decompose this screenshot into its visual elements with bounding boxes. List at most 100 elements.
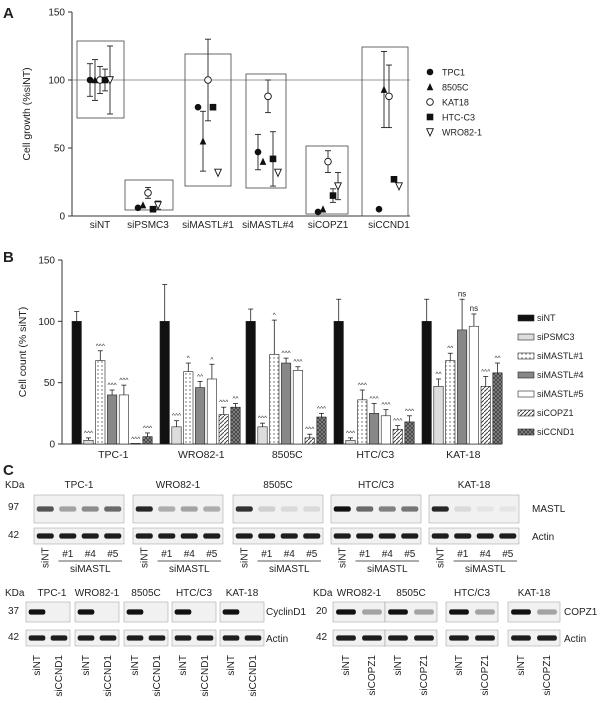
data-point <box>314 208 322 216</box>
actin-blot-membrane <box>171 629 217 647</box>
actin-blot-band <box>401 533 419 539</box>
significance-label: ^ <box>187 355 191 362</box>
lane-label: #1 <box>62 549 74 560</box>
x-tick-label: siMASTL#1 <box>182 220 234 231</box>
cell-line-label: KAT-18 <box>226 588 259 599</box>
actin-blot-band <box>135 533 153 539</box>
lane-label: siCOPZ1 <box>480 655 491 696</box>
bar <box>421 321 432 445</box>
actin-blot-band <box>378 533 396 539</box>
x-tick-label: WRO82-1 <box>178 449 225 461</box>
panel-label-b: B <box>3 249 14 266</box>
legend-label: siCCND1 <box>537 427 575 437</box>
cell-line-label: KAT-18 <box>518 588 551 599</box>
protein-label: COPZ1 <box>564 607 598 618</box>
data-point <box>324 157 332 166</box>
data-point <box>394 182 404 192</box>
bar <box>269 354 280 445</box>
bar <box>316 416 327 445</box>
significance-label: ^^^ <box>293 359 303 366</box>
mastl-blot-band <box>36 506 54 512</box>
copz1-blot-band <box>449 609 469 615</box>
legend-swatch <box>517 352 535 360</box>
cell-line-label: HTC/C3 <box>176 588 213 599</box>
actin-blot-membrane <box>123 629 169 647</box>
protein-label: Actin <box>532 532 554 543</box>
legend-swatch <box>517 333 535 341</box>
western-blots: KDa 97 42 TPC-1 siNT #1 #4 #5 siMASTL WRO82-1 siNT… <box>5 480 598 697</box>
lane-label: siCCND1 <box>200 655 211 697</box>
data-point <box>139 201 147 209</box>
actin-blot-membrane <box>219 629 265 647</box>
y-tick-label: 50 <box>54 144 66 155</box>
data-point <box>153 201 163 211</box>
cell-line-label: 8505C <box>263 480 292 491</box>
actin-blot-band <box>81 533 99 539</box>
bar <box>142 436 153 445</box>
x-tick-label: 8505C <box>272 449 303 461</box>
lane-group-label: siMASTL <box>169 564 210 575</box>
mastl-blot-band <box>356 506 374 512</box>
cell-line-label: HTC/C3 <box>454 588 491 599</box>
lane-label: siNT <box>32 655 43 676</box>
data-point <box>269 155 277 163</box>
significance-label: ^ <box>273 312 277 319</box>
significance-label: ^^^ <box>143 425 153 432</box>
significance-label: ^^^ <box>96 343 106 350</box>
mastl-blot-band <box>454 506 472 512</box>
marker-42: 42 <box>8 632 20 643</box>
mastl-blot-band <box>158 506 176 512</box>
significance-label: ^^ <box>494 355 501 362</box>
mastl-blot-band <box>401 506 419 512</box>
data-point <box>144 189 152 197</box>
data-point <box>209 103 217 111</box>
bar <box>95 360 106 445</box>
actin-blot-band <box>449 635 469 641</box>
lane-label: siNT <box>81 655 92 676</box>
bar <box>369 413 380 445</box>
legend-marker <box>426 98 434 106</box>
legend-label: KAT18 <box>442 98 469 108</box>
actin-blot-band <box>454 533 472 539</box>
actin-blot-membrane <box>507 629 561 647</box>
legend-label: TPC1 <box>442 68 465 78</box>
actin-blot-band <box>333 533 351 539</box>
ccnd1-blot-band <box>222 609 240 615</box>
actin-blot-band <box>388 635 408 641</box>
significance-label: ^^^ <box>370 396 380 403</box>
bar <box>357 399 368 445</box>
legend-label: WRO82-1 <box>442 128 482 138</box>
data-point <box>380 85 388 93</box>
mastl-blot-band <box>203 506 221 512</box>
bar <box>245 321 256 445</box>
data-point <box>105 76 115 85</box>
legend-label: siCOPZ1 <box>537 408 574 418</box>
significance-label: ^^^ <box>481 369 491 376</box>
copz1-blot-membrane <box>507 601 561 623</box>
actin-blot-band <box>511 635 531 641</box>
significance-label: ^^^ <box>172 413 182 420</box>
lane-label: #4 <box>284 549 296 560</box>
mastl-blot-band <box>303 506 321 512</box>
mastl-blot-band <box>476 506 494 512</box>
protein-label: CyclinD1 <box>266 607 306 618</box>
mastl-blot-band <box>104 506 122 512</box>
significance-label: ^^^ <box>305 426 315 433</box>
significance-label: ns <box>470 304 478 313</box>
copz1-blot-membrane <box>384 601 438 623</box>
group-box <box>305 145 349 215</box>
lane-label: #1 <box>457 549 469 560</box>
y-tick-label: 0 <box>49 440 55 451</box>
lane-label: #1 <box>261 549 273 560</box>
actin-blot-band <box>235 533 253 539</box>
data-point <box>390 175 398 183</box>
kda-label: KDa <box>5 588 25 599</box>
lane-label: siNT <box>178 655 189 676</box>
bar <box>480 386 491 445</box>
x-tick-label: siNT <box>90 220 111 231</box>
lane-label: #4 <box>85 549 97 560</box>
lane-label: siNT <box>393 655 404 676</box>
x-tick-label: siPSMC3 <box>127 220 169 231</box>
lane-label: #5 <box>206 549 218 560</box>
